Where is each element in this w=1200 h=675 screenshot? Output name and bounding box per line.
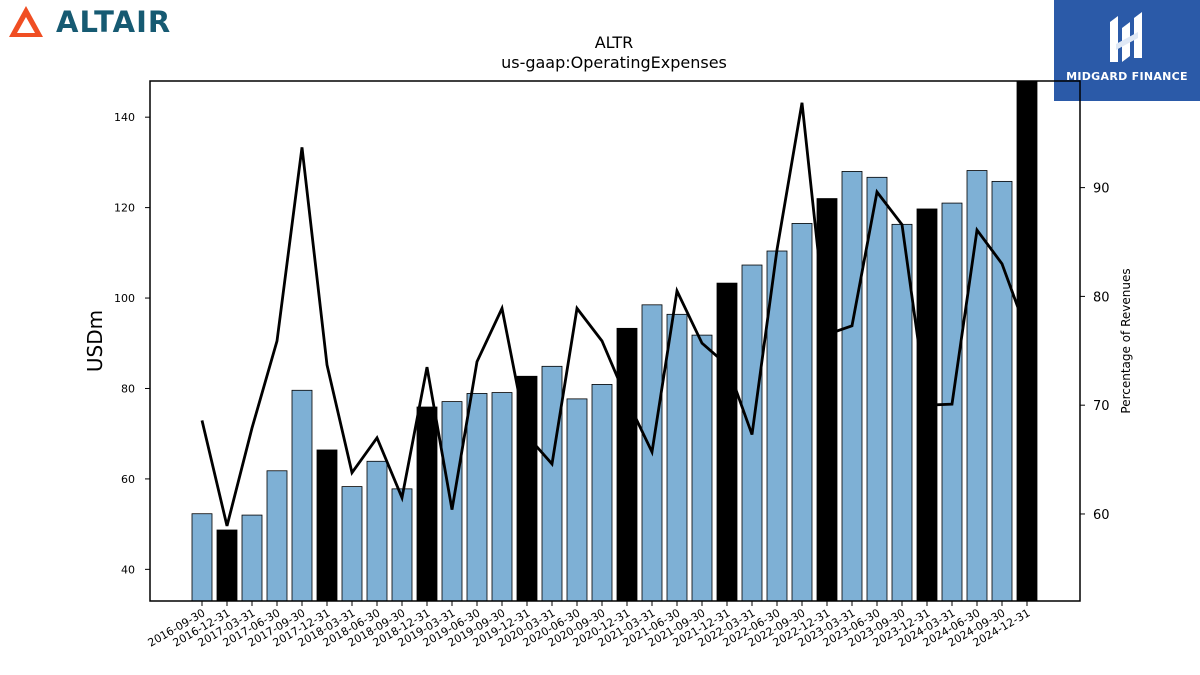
bar-2019-06-30 [466, 393, 488, 602]
chart-title: ALTR [595, 33, 634, 52]
bar-2017-03-31 [241, 514, 263, 602]
y-axis-label: USDm [83, 310, 107, 372]
bar-2017-12-31 [316, 449, 338, 602]
chart-subtitle: us-gaap:OperatingExpenses [501, 53, 727, 72]
bar-2019-09-30 [491, 392, 513, 602]
y2-tick-label: 80 [1093, 290, 1110, 305]
bar-2017-06-30 [266, 470, 288, 602]
bar-2018-12-31 [416, 406, 438, 602]
y-tick-label: 40 [121, 563, 135, 576]
bar-2016-12-31 [216, 529, 238, 602]
bar-2021-12-31 [716, 282, 738, 602]
bar-2022-09-30 [791, 223, 813, 602]
midgard-finance-badge: MIDGARD FINANCE [1054, 0, 1200, 101]
bar-2020-06-30 [566, 398, 588, 602]
y-tick-label: 100 [114, 292, 135, 305]
bar-2024-09-30 [991, 180, 1013, 602]
y2-axis-label: Percentage of Revenues [1119, 268, 1133, 413]
altair-logo: ALTAIR [6, 4, 171, 40]
plot-frame [149, 80, 1081, 602]
bar-2020-03-31 [541, 365, 563, 602]
bar-2018-03-31 [341, 486, 363, 602]
y2-tick-label: 70 [1093, 399, 1110, 414]
bar-2017-09-30 [291, 389, 313, 602]
bar-2020-09-30 [591, 384, 613, 602]
y2-tick-label: 60 [1093, 508, 1110, 523]
altair-logo-icon [9, 6, 43, 37]
midgard-logo-icon [1110, 12, 1142, 62]
y-tick-label: 140 [114, 111, 135, 124]
publisher-name: MIDGARD FINANCE [1066, 70, 1188, 83]
bar-2021-09-30 [691, 334, 713, 602]
y-tick-label: 120 [114, 202, 135, 215]
bar-2018-09-30 [391, 488, 413, 602]
bar-2023-03-31 [841, 171, 863, 602]
y2-tick-label: 90 [1093, 182, 1110, 197]
bar-2021-06-30 [666, 313, 688, 602]
bar-2019-12-31 [516, 375, 538, 602]
bar-2024-12-31 [1016, 80, 1038, 602]
percentage-of-revenues-line [200, 102, 1029, 527]
y-tick-label: 80 [121, 382, 135, 395]
bar-2020-12-31 [616, 327, 638, 602]
bar-2018-06-30 [366, 460, 388, 602]
y-tick-label: 60 [121, 473, 135, 486]
bar-2023-06-30 [866, 176, 888, 602]
bar-2016-09-30 [191, 513, 213, 602]
company-name: ALTAIR [56, 5, 172, 39]
